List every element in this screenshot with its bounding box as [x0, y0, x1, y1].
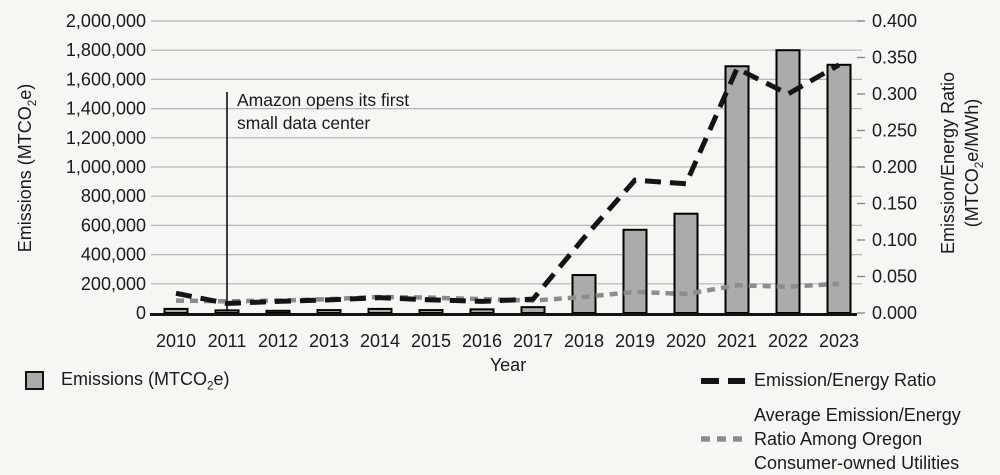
legend-average-label: Average Emission/Energy Ratio Among Oreg… — [754, 403, 961, 475]
legend-item-average: Average Emission/Energy Ratio Among Oreg… — [699, 403, 961, 475]
average-dot-swatch-icon — [701, 436, 745, 442]
left-axis-tick-label: 800,000 — [81, 186, 146, 206]
emissions-bar-2023 — [826, 63, 852, 314]
right-axis-units-pre: (MTCO — [962, 168, 983, 228]
emissions-bar-2016 — [469, 308, 495, 315]
ratio-dash-swatch-icon — [701, 377, 745, 384]
emissions-bar-2013 — [316, 309, 342, 314]
left-axis-tick-label: 1,800,000 — [66, 40, 146, 60]
legend-item-emissions: Emissions (MTCO2e) — [25, 369, 230, 393]
legend-ratio-label: Emission/Energy Ratio — [754, 370, 937, 390]
x-axis-year-label: 2015 — [411, 331, 451, 351]
right-axis-tick-label: 0.250 — [872, 121, 917, 141]
average-ratio-line — [175, 281, 840, 304]
emissions-bar-swatch-icon — [25, 371, 44, 391]
legend-emissions-pre: Emissions (MTCO — [61, 369, 208, 389]
right-axis-tick-label: 0.000 — [872, 303, 917, 323]
legend-emissions-post: e) — [213, 369, 230, 389]
emissions-bar-2017 — [520, 306, 546, 315]
emissions-bar-2018 — [571, 274, 597, 315]
annotation-line1: Amazon opens its first — [237, 90, 410, 110]
right-axis-title-line2: (MTCO2e/MWh) — [960, 72, 992, 254]
legend-emissions-sub: 2 — [207, 379, 214, 393]
left-axis-title-text: Emissions (MTCO — [15, 106, 36, 253]
x-axis-year-label: 2021 — [717, 331, 757, 351]
left-axis-tick-label: 1,600,000 — [66, 69, 146, 89]
left-axis-tick-label: 1,400,000 — [66, 99, 146, 119]
legend-item-ratio: Emission/Energy Ratio — [699, 370, 961, 391]
emissions-bar-2020 — [673, 212, 699, 314]
right-axis-tick-label: 0.200 — [872, 157, 917, 177]
x-axis-year-label: 2017 — [513, 331, 553, 351]
left-axis-tick-label: 1,200,000 — [66, 128, 146, 148]
left-axis-tick-label: 2,000,000 — [66, 11, 146, 31]
right-axis-title-line1: Emission/Energy Ratio — [938, 71, 959, 255]
x-axis-year-label: 2018 — [564, 331, 604, 351]
right-axis-tick-label: 0.300 — [872, 84, 917, 104]
right-axis-title: Emission/Energy Ratio (MTCO2e/MWh) — [936, 72, 992, 254]
legend-average-line1: Average Emission/Energy — [754, 405, 961, 425]
emissions-bar-2021 — [724, 65, 750, 315]
x-axis-year-label: 2023 — [819, 331, 859, 351]
emissions-bar-2019 — [622, 228, 648, 314]
emissions-bar-2010 — [163, 307, 189, 314]
emission-energy-ratio-line — [175, 62, 841, 307]
left-axis-tick-label: 200,000 — [81, 274, 146, 294]
x-axis-title: Year — [489, 355, 527, 375]
left-axis-tick-label: 400,000 — [81, 245, 146, 265]
left-axis-tick-label: 600,000 — [81, 215, 146, 235]
left-axis-title: Emissions (MTCO2e) — [15, 84, 39, 253]
x-axis-year-label: 2013 — [309, 331, 349, 351]
x-axis-year-label: 2011 — [208, 331, 247, 351]
emissions-bar-2014 — [367, 307, 393, 314]
x-axis-year-label: 2019 — [615, 331, 655, 351]
right-axis-tick-label: 0.350 — [872, 48, 917, 68]
x-axis-year-label: 2012 — [258, 331, 298, 351]
x-axis-year-label: 2014 — [360, 331, 400, 351]
annotation-text: Amazon opens its first small data center — [237, 89, 409, 135]
legend-emissions-label: Emissions (MTCO2e) — [61, 369, 230, 393]
emissions-bar-2011 — [214, 309, 240, 315]
right-axis-units-post: e/MWh) — [962, 98, 983, 162]
left-axis-tick-label: 0 — [136, 303, 146, 323]
annotation-line2: small data center — [237, 113, 371, 133]
x-axis-year-label: 2010 — [156, 331, 196, 351]
legend-right-group: Emission/Energy Ratio Average Emission/E… — [699, 370, 961, 475]
emissions-bar-2012 — [265, 309, 291, 314]
x-axis-year-label: 2022 — [768, 331, 808, 351]
left-axis-title-text2: e) — [15, 83, 36, 100]
x-axis-year-label: 2016 — [462, 331, 502, 351]
right-axis-tick-label: 0.100 — [872, 230, 917, 250]
left-axis-tick-label: 1,000,000 — [66, 157, 146, 177]
right-axis-units-sub: 2 — [972, 161, 986, 169]
legend-average-line2: Ratio Among Oregon — [754, 429, 923, 449]
legend-average-line3: Consumer-owned Utilities — [754, 453, 960, 473]
x-axis-year-label: 2020 — [666, 331, 706, 351]
left-axis-title-sub: 2 — [25, 99, 39, 107]
right-axis-tick-label: 0.400 — [872, 11, 917, 31]
right-axis-tick-label: 0.050 — [872, 267, 917, 287]
emissions-bar-2015 — [418, 309, 444, 314]
right-axis-tick-label: 0.150 — [872, 194, 917, 214]
